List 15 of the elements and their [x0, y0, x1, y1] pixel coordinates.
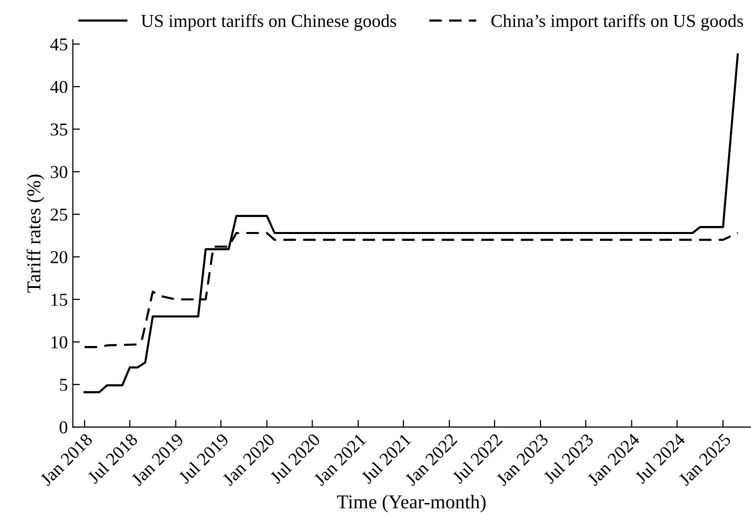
legend-label: China’s import tariffs on US goods	[491, 14, 743, 31]
y-tick-label: 5	[60, 378, 68, 391]
y-tick-label: 20	[50, 251, 68, 264]
legend-label: US import tariffs on Chinese goods	[141, 14, 396, 31]
y-tick-label: 45	[50, 38, 68, 51]
y-tick-label: 10	[52, 336, 68, 348]
line-series	[84, 53, 739, 394]
x-axis-title: Time (Year-month)	[337, 494, 486, 512]
y-tick-label: 15	[52, 294, 68, 306]
y-axis-title: Tariff rates (%)	[26, 174, 44, 293]
y-tick-label: 30	[50, 166, 68, 178]
y-tick-label: 35	[50, 123, 68, 136]
y-tick-label: 25	[50, 208, 68, 221]
y-tick-label: 0	[60, 421, 68, 434]
y-tick-label: 40	[50, 80, 68, 94]
